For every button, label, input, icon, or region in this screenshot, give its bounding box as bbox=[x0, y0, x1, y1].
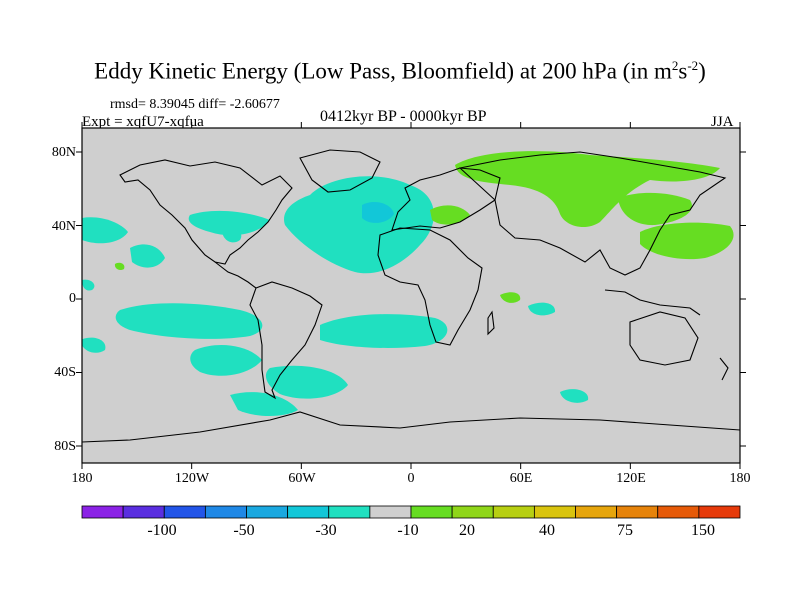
colorbar-swatch bbox=[163, 505, 206, 519]
coast-africa bbox=[377, 227, 483, 346]
anomaly-region bbox=[500, 292, 521, 303]
x-tick-label: 180 bbox=[72, 471, 93, 486]
anomaly-region bbox=[190, 345, 262, 376]
coast-europe bbox=[391, 167, 501, 231]
colorbar-label: 40 bbox=[539, 522, 555, 539]
anomaly-region bbox=[320, 314, 448, 348]
colorbar-swatch bbox=[533, 505, 576, 519]
coast-antarctica bbox=[82, 411, 740, 443]
coastlines bbox=[82, 149, 740, 443]
tick-marks bbox=[76, 122, 746, 469]
anomaly-region bbox=[560, 389, 589, 403]
colorbar-swatch bbox=[451, 505, 494, 519]
coast-greenland bbox=[299, 149, 381, 193]
colorbar-label: 75 bbox=[617, 522, 633, 539]
anomaly-region bbox=[265, 365, 348, 399]
x-tick-label: 0 bbox=[408, 471, 415, 486]
colorbar-swatch bbox=[410, 505, 453, 519]
coast-australia bbox=[629, 311, 699, 366]
anomaly-region bbox=[230, 392, 298, 416]
colorbar-swatch bbox=[369, 505, 412, 519]
colorbar-swatch bbox=[204, 505, 247, 519]
anomaly-region bbox=[115, 303, 263, 339]
colorbar-swatch bbox=[492, 505, 535, 519]
anomaly-region bbox=[640, 222, 734, 260]
coast-indonesia bbox=[604, 289, 701, 316]
y-axis: 80N 40N 0 40S 80S bbox=[52, 145, 76, 454]
anomaly-region bbox=[528, 302, 556, 316]
coast-north-america bbox=[119, 159, 293, 265]
x-axis: 180 120W 60W 0 60E 120E 180 bbox=[72, 471, 751, 486]
colorbar-label: -10 bbox=[397, 522, 418, 539]
season-label: JJA bbox=[711, 114, 734, 130]
colorbar-swatch bbox=[698, 505, 741, 519]
anomaly-region bbox=[455, 151, 720, 228]
colorbar-label: -100 bbox=[147, 522, 176, 539]
anomaly-region bbox=[114, 262, 125, 271]
colorbar-swatch bbox=[287, 505, 330, 519]
colorbar-swatch bbox=[122, 505, 165, 519]
y-tick-label: 0 bbox=[69, 291, 76, 306]
anomaly-region bbox=[362, 201, 394, 223]
anomaly-region bbox=[188, 210, 270, 236]
colorbar-labels: -100 -50 -30 -10 20 40 75 150 bbox=[147, 522, 715, 539]
anomaly-region bbox=[82, 337, 106, 353]
experiment-label: Expt = xqfU7-xqfua bbox=[82, 114, 204, 130]
anomaly-region bbox=[82, 279, 95, 291]
x-tick-label: 180 bbox=[730, 471, 751, 486]
colorbar bbox=[81, 505, 741, 519]
anomaly-region bbox=[430, 205, 470, 225]
colorbar-label: -30 bbox=[315, 522, 336, 539]
x-tick-label: 60W bbox=[288, 471, 316, 486]
anomaly-region bbox=[618, 192, 692, 226]
anomaly-fields bbox=[82, 151, 734, 416]
colorbar-swatch bbox=[657, 505, 700, 519]
coast-new-zealand bbox=[719, 357, 729, 381]
y-tick-label: 80S bbox=[54, 439, 76, 454]
coast-asia bbox=[458, 151, 727, 276]
y-tick-label: 80N bbox=[52, 145, 76, 160]
colorbar-swatch bbox=[575, 505, 618, 519]
y-tick-label: 40S bbox=[54, 365, 76, 380]
coast-central-america bbox=[214, 261, 257, 289]
period-label: 0412kyr BP - 0000kyr BP bbox=[320, 108, 487, 125]
colorbar-swatch bbox=[246, 505, 289, 519]
colorbar-label: 20 bbox=[459, 522, 475, 539]
anomaly-region bbox=[130, 244, 165, 268]
colorbar-label: -50 bbox=[233, 522, 254, 539]
colorbar-swatch bbox=[328, 505, 371, 519]
stats-text: rmsd= 8.39045 diff= -2.60677 bbox=[110, 97, 280, 112]
x-tick-label: 60E bbox=[510, 471, 533, 486]
anomaly-region bbox=[284, 176, 434, 274]
coast-south-america bbox=[249, 281, 323, 400]
anomaly-region bbox=[82, 217, 128, 244]
colorbar-swatch bbox=[81, 505, 124, 519]
coast-madagascar bbox=[487, 310, 495, 336]
colorbar-swatch bbox=[616, 505, 659, 519]
colorbar-label: 150 bbox=[691, 522, 715, 539]
chart-title: Eddy Kinetic Energy (Low Pass, Bloomfiel… bbox=[94, 58, 706, 84]
y-tick-label: 40N bbox=[52, 219, 76, 234]
x-tick-label: 120E bbox=[616, 471, 646, 486]
x-tick-label: 120W bbox=[175, 471, 210, 486]
anomaly-region bbox=[222, 228, 242, 243]
